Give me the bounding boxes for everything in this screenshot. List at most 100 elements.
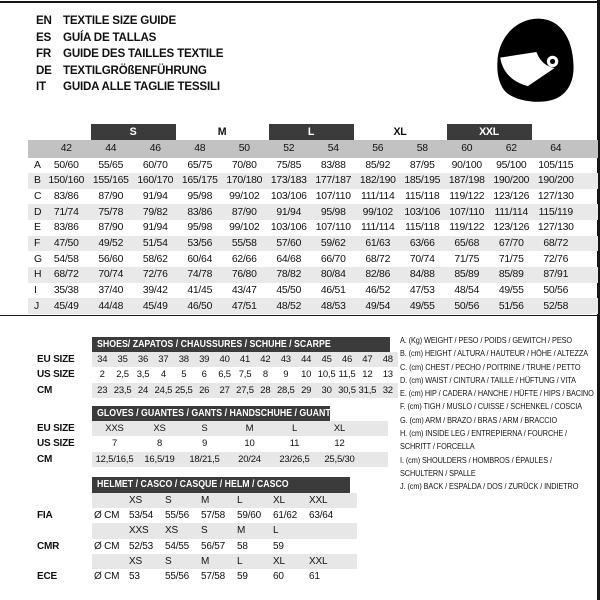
measure-cell: 50/56 [543, 284, 569, 296]
helmet-value-row: Ø CM 53/54 55/56 57/58 59/60 61/62 63/64 [92, 508, 357, 523]
measure-cell: 170/180 [226, 175, 263, 187]
measure-cell: 44/48 [98, 300, 124, 312]
size-cell: 7 [111, 438, 118, 450]
measure-cell: 90/100 [451, 159, 483, 171]
measure-row-j: J 45/49 44/48 45/49 46/50 47/51 48/52 48/53 49/5… [28, 298, 598, 314]
measure-cell: 39/42 [142, 284, 168, 296]
measure-cell: 49/52 [98, 238, 124, 250]
measure-row-a: A 50/60 55/65 60/70 65/75 70/80 75/85 83/88 85/9… [28, 158, 598, 174]
shoes-table-row: 23 23,5 24 24,5 25,5 26 27 27,5 28 28,5 29 30 30,5 31… [92, 382, 398, 399]
measure-cell: 85/89 [498, 269, 524, 281]
measure-cell: 46/52 [365, 284, 391, 296]
top-border-line [0, 1, 600, 3]
size-cell: 2 [99, 369, 105, 381]
value-cell: 53/54 [129, 509, 154, 521]
racing-helmet-graphic [497, 18, 574, 102]
lang-row: IT GUIDA ALLE TAGLIE TESSILI [36, 79, 223, 96]
size-cell: 6,5 [218, 369, 231, 381]
measure-row-g: G 54/58 56/60 58/62 60/64 62/66 64/68 66/70 68/7… [28, 251, 598, 267]
measure-cell: 91/94 [142, 191, 168, 203]
measure-cell: 71/75 [454, 253, 480, 265]
measure-cell: 50/56 [454, 300, 480, 312]
value-cell: 57/58 [201, 509, 226, 521]
size-cell: S [165, 556, 172, 568]
legend-line: F. (cm) TIGH / MUSLO / CUISSE / SCHENKEL… [400, 401, 583, 412]
legend-item: A. (Kg) WEIGHT / PESO / POIDS / GEWITCH … [400, 334, 600, 347]
size-cell: 23/26,5 [279, 453, 310, 465]
size-cell: 36 [137, 354, 149, 365]
size-cell: 26 [199, 384, 210, 396]
empty-cell [92, 554, 127, 569]
size-cell: 38 [178, 354, 189, 365]
value-cell: 63/64 [309, 509, 334, 521]
size-band-l: L [268, 123, 354, 140]
measure-cell: 70/74 [409, 253, 435, 265]
unit-cell: Ø CM [94, 571, 120, 583]
size-cell: S [201, 525, 208, 537]
size-col-header: 50 [238, 143, 250, 155]
size-cell: 10 [301, 369, 312, 381]
lang-code: ES [36, 30, 52, 44]
size-col-header: 56 [372, 143, 384, 155]
measure-cell: 177/187 [315, 175, 352, 187]
row-letter: G [34, 253, 42, 265]
row-letter: E [34, 222, 41, 234]
size-cell: 48 [382, 354, 393, 365]
row-letter: B [34, 175, 41, 187]
legend-line: I. (cm) SHOULDERS / HOMBROS / ÉPAULES / [400, 454, 552, 465]
value-cell: 59/60 [237, 509, 262, 521]
legend-line: C. (cm) CHEST / PECHO / POITRINE / TRUHE… [400, 361, 581, 372]
measure-cell: 103/106 [270, 222, 307, 234]
measure-cell: 84/88 [409, 269, 435, 281]
legend-line: J. (cm) BACK / ESPALDA / DOS / ZURÜCK / … [400, 481, 579, 492]
measure-row-h: H 68/72 70/74 72/76 74/78 76/80 78/82 80/84 82/8… [28, 266, 598, 283]
measure-cell: 75/85 [276, 159, 302, 171]
size-cell: 30 [321, 384, 332, 396]
measure-cell: 111/114 [494, 206, 529, 218]
row-label-eu-size: EU SIZE [37, 354, 75, 365]
measure-cell: 68/72 [53, 269, 79, 281]
measure-cell: 99/102 [229, 222, 260, 234]
row-letter: A [34, 159, 41, 171]
size-cell: 7,5 [238, 369, 252, 381]
size-cell: 25,5 [174, 384, 193, 396]
measure-row-i: I 35/38 37/40 39/42 41/45 43/47 45/50 46/51 46/5… [28, 283, 598, 299]
measure-cell: 119/122 [449, 222, 485, 234]
measure-cell: 45/50 [276, 284, 302, 296]
value-cell: 55/56 [165, 571, 190, 583]
size-cell: 11,5 [338, 369, 356, 381]
size-cell: 44 [301, 354, 312, 365]
measure-cell: 107/110 [315, 191, 351, 203]
measure-cell: 58/62 [142, 253, 168, 265]
measure-cell: 190/200 [493, 175, 530, 187]
measure-cell: 82/86 [365, 269, 391, 281]
size-cell: XS [153, 423, 166, 434]
measure-cell: 60/70 [142, 159, 168, 171]
lang-title: GUIDA ALLE TAGLIE TESSILI [63, 80, 220, 93]
size-band-xl: XL [393, 125, 407, 138]
size-cell: 37 [158, 354, 169, 365]
legend-item: B. (cm) HEIGHT / ALTURA / HAUTEUR / HÖHE… [400, 347, 600, 360]
measure-cell: 95/98 [187, 191, 213, 203]
measure-cell: 66/70 [320, 253, 346, 265]
size-cell: 9 [201, 438, 208, 450]
measure-cell: 49/55 [409, 300, 435, 312]
size-cell: 23,5 [113, 384, 132, 396]
measure-cell: 76/80 [231, 269, 257, 281]
size-cell: 29 [301, 384, 312, 396]
measure-cell: 127/130 [537, 191, 574, 203]
measure-cell: 91/94 [142, 222, 168, 234]
measure-cell: 95/98 [320, 206, 346, 218]
measure-cell: 103/106 [404, 206, 441, 218]
size-cell [307, 523, 343, 538]
measure-cell: 79/82 [142, 206, 168, 218]
measure-cell: 107/110 [315, 222, 351, 234]
measure-cell: 105/115 [538, 159, 574, 171]
legend-line: E. (cm) HIP / CADERA / HANCHE / HÜFTE / … [400, 388, 594, 399]
row-label-eu-size: EU SIZE [37, 423, 75, 434]
right-border-line [597, 0, 600, 600]
value-cell: 54/55 [165, 540, 190, 552]
row-letter: F [34, 238, 41, 250]
measure-cell: 119/122 [449, 191, 485, 203]
lang-title: TEXTILGRÖßENFÜHRUNG [63, 63, 207, 77]
